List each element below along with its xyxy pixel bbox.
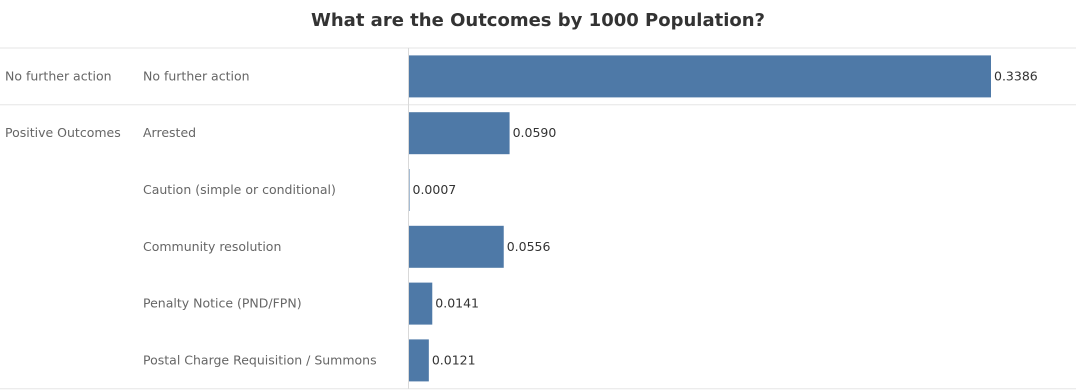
data-label: 0.0007 bbox=[413, 182, 457, 197]
category-label: Arrested bbox=[143, 125, 196, 140]
group-label: Positive Outcomes bbox=[5, 125, 121, 140]
bar bbox=[408, 225, 504, 268]
data-label: 0.0556 bbox=[507, 239, 551, 254]
bar bbox=[408, 282, 433, 325]
data-label: 0.0590 bbox=[513, 125, 557, 140]
category-label: No further action bbox=[143, 68, 250, 83]
category-label: Penalty Notice (PND/FPN) bbox=[143, 296, 302, 311]
data-label: 0.3386 bbox=[994, 68, 1038, 83]
category-label: Postal Charge Requisition / Summons bbox=[143, 352, 377, 367]
data-label: 0.0121 bbox=[432, 352, 476, 367]
chart-title: What are the Outcomes by 1000 Population… bbox=[311, 10, 765, 31]
bar bbox=[408, 55, 991, 98]
bar bbox=[408, 339, 429, 382]
category-label: Community resolution bbox=[143, 239, 281, 254]
bar bbox=[408, 112, 510, 155]
category-label: Caution (simple or conditional) bbox=[143, 182, 336, 197]
data-label: 0.0141 bbox=[435, 296, 479, 311]
group-label: No further action bbox=[5, 68, 112, 83]
